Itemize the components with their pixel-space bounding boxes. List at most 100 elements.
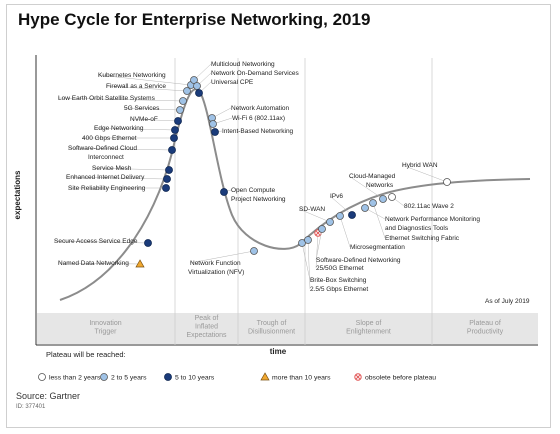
leader-kubernetes-networking: [97, 74, 192, 86]
tech-label-25-50g-ethernet: 25/50G Ethernet: [316, 265, 364, 272]
tech-label-microsegmentation: Microsegmentation: [350, 244, 405, 251]
as-of-date: As of July 2019: [485, 298, 530, 305]
leader-25-50g-ethernet: [315, 232, 319, 269]
leader-ethernet-switching-fabric: [372, 202, 386, 239]
leader-ipv6: [329, 195, 353, 216]
legend-marker-2-to-5: [100, 373, 108, 381]
marker-named-data-networking: [135, 259, 145, 268]
phase-label-plateau-of-productivity: Plateau of Productivity: [467, 320, 504, 336]
leader-enhanced-internet-delivery: [65, 176, 168, 180]
marker-network-function-virtualization-nfv: [250, 247, 258, 255]
x-axis-label: time: [270, 347, 287, 356]
tech-label-network-function-virtualization-nfv-line2: Virtualization (NFV): [188, 269, 244, 276]
tech-label-wi-fi-6-802-11ax: Wi-Fi 6 (802.11ax): [232, 115, 285, 122]
marker-nvme-of: [174, 117, 182, 125]
marker-universal-cpe: [195, 89, 203, 97]
marker-network-on-demand-services: [193, 82, 201, 90]
tech-label-enhanced-internet-delivery: Enhanced Internet Delivery: [66, 174, 145, 181]
leader-secure-access-service-edge: [53, 240, 149, 244]
leader-low-earth-orbit-satellite-systems: [57, 97, 184, 102]
leader-5g-services: [123, 107, 181, 111]
tech-label-network-performance-monitoring-and-diagnostics-tools-line2: and Diagnostics Tools: [385, 225, 449, 232]
tech-label-network-automation: Network Automation: [231, 105, 290, 112]
legend-marker-obsolete: [354, 373, 362, 381]
tech-label-software-defined-cloud-interconnect: Software-Defined Cloud: [68, 145, 137, 152]
tech-label-firewall-as-a-service: Firewall as a Service: [106, 83, 166, 90]
marker-network-performance-monitoring-and-diagnostics-tools: [361, 204, 369, 212]
marker-2-5-5-gbps-ethernet: [304, 236, 312, 244]
marker-ethernet-switching-fabric: [369, 199, 377, 207]
legend-label-less-than-2: less than 2 years: [49, 375, 101, 382]
leader-named-data-networking: [57, 262, 141, 265]
tech-label-universal-cpe: Universal CPE: [211, 79, 254, 86]
tech-label-low-earth-orbit-satellite-systems: Low Earth Orbit Satellite Systems: [58, 95, 156, 102]
tech-label-2-5-5-gbps-ethernet: 2.5/5 Gbps Ethernet: [310, 286, 368, 293]
marker-intent-based-networking: [211, 128, 219, 136]
tech-label-kubernetes-networking: Kubernetes Networking: [98, 72, 166, 79]
marker-multicloud-networking: [190, 76, 198, 84]
y-axis-label: expectations: [13, 170, 22, 219]
legend-label-2-to-5: 2 to 5 years: [111, 375, 147, 382]
chart-frame: [6, 4, 551, 428]
marker-sd-wan: [326, 218, 334, 226]
marker-802-11ac-wave-2: [388, 193, 396, 201]
leader-software-defined-networking: [315, 228, 323, 261]
tech-label-edge-networking: Edge Networking: [94, 125, 144, 132]
tech-label-network-on-demand-services: Network On-Demand Services: [211, 70, 300, 77]
tech-label-sd-wan: SD-WAN: [299, 206, 325, 213]
marker-software-defined-cloud-interconnect: [168, 146, 176, 154]
phase-band: [37, 313, 538, 344]
marker-400-gbps-ethernet: [170, 134, 178, 142]
phase-label-trough-of-disillusionment: Trough of Disillusionment: [248, 320, 295, 336]
marker-secure-access-service-edge: [144, 239, 152, 247]
tech-label-network-performance-monitoring-and-diagnostics-tools: Network Performance Monitoring: [385, 216, 480, 223]
marker-hybrid-wan: [443, 178, 451, 186]
tech-label-5g-services: 5G Services: [124, 105, 160, 112]
phase-label-peak-of-inflated-expectations: Peak of Inflated Expectations: [186, 315, 227, 339]
marker-ipv6: [348, 211, 356, 219]
marker-low-earth-orbit-satellite-systems: [179, 97, 187, 105]
tech-label-open-compute-project-networking-line2: Project Networking: [231, 196, 286, 203]
leader-2-5-5-gbps-ethernet: [307, 239, 311, 290]
legend-label-more-than-10: more than 10 years: [272, 375, 331, 382]
tech-label-cloud-managed-networks: Cloud-Managed: [349, 173, 396, 180]
legend-marker-more-than-10: [260, 372, 270, 381]
leader-software-defined-cloud-interconnect: [67, 147, 173, 151]
leader-service-mesh: [91, 167, 170, 171]
legend-label-obsolete: obsolete before plateau: [365, 375, 436, 382]
leader-firewall-as-a-service: [105, 85, 188, 92]
tech-label-site-reliability-engineering: Site Reliability Engineering: [68, 185, 146, 192]
marker-5g-services: [176, 106, 184, 114]
tech-label-open-compute-project-networking: Open Compute: [231, 187, 275, 194]
legend-marker-less-than-2: [38, 373, 46, 381]
tech-label-named-data-networking: Named Data Networking: [58, 260, 129, 267]
marker-cloud-managed-networks: [379, 195, 387, 203]
phase-label-slope-of-enlightenment: Slope of Enlightenment: [346, 320, 391, 336]
marker-firewall-as-a-service: [183, 87, 191, 95]
legend-title: Plateau will be reached:: [46, 350, 126, 359]
marker-service-mesh: [165, 166, 173, 174]
tech-label-802-11ac-wave-2: 802.11ac Wave 2: [404, 203, 454, 210]
tech-label-secure-access-service-edge: Secure Access Service Edge: [54, 238, 138, 245]
leader-nvme-of: [129, 118, 179, 122]
marker-wi-fi-6-802-11ax: [209, 120, 217, 128]
tech-label-400-gbps-ethernet: 400 Gbps Ethernet: [82, 135, 137, 142]
leader-hybrid-wan: [401, 164, 448, 183]
chart-title: Hype Cycle for Enterprise Networking, 20…: [18, 10, 371, 29]
marker-software-defined-networking: [318, 225, 326, 233]
tech-label-cloud-managed-networks-line2: Networks: [366, 182, 394, 189]
legend-label-5-to-10: 5 to 10 years: [175, 375, 215, 382]
marker-site-reliability-engineering: [162, 184, 170, 192]
source-label: Source: Gartner: [16, 391, 81, 401]
tech-label-brite-box-switching: Brite-Box Switching: [310, 277, 367, 284]
leader-network-function-virtualization-nfv: [189, 250, 255, 264]
tech-label-service-mesh: Service Mesh: [92, 165, 132, 172]
leader-sd-wan: [298, 208, 331, 223]
marker-enhanced-internet-delivery: [163, 175, 171, 183]
leader-microsegmentation: [339, 215, 351, 248]
marker-microsegmentation: [336, 212, 344, 220]
tech-label-ipv6: IPv6: [330, 193, 343, 200]
legend-marker-5-to-10: [164, 373, 172, 381]
marker-brite-box-switching: [298, 239, 306, 247]
tech-label-nvme-of: NVMe-oF: [130, 116, 158, 123]
